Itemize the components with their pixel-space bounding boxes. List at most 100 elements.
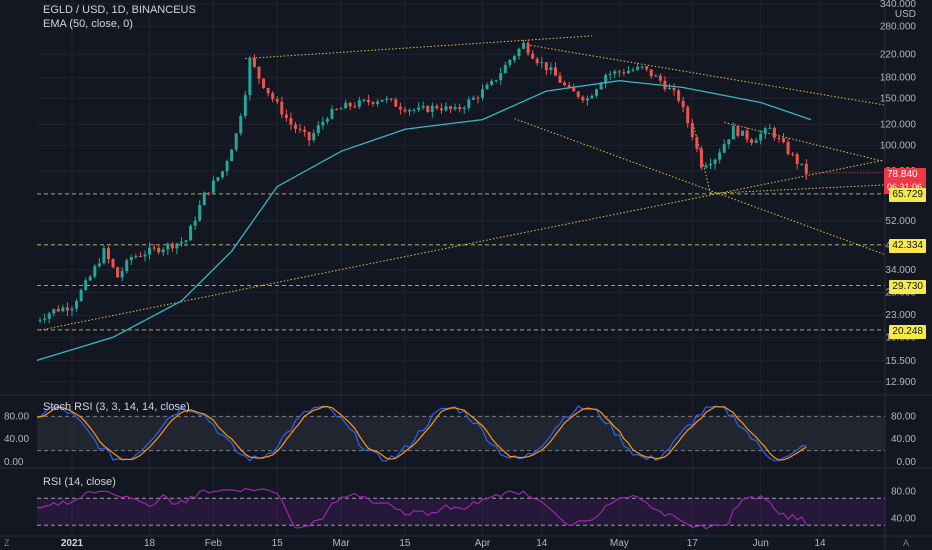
candle-body: [389, 98, 393, 100]
candle-body: [558, 75, 562, 83]
price-tick-label: 52.000: [885, 216, 916, 227]
candle-body: [512, 56, 516, 60]
stoch-band: [37, 416, 885, 451]
stoch-tick-label: 0.00: [897, 457, 917, 468]
rsi-legend[interactable]: RSI (14, close): [43, 476, 116, 488]
candle-body: [503, 64, 507, 74]
candle-body: [380, 99, 384, 102]
candle-body: [480, 89, 484, 98]
price-tick-label: 23.000: [885, 310, 916, 321]
time-tick-label: 14: [814, 538, 826, 549]
candle-body: [385, 98, 389, 100]
candle-body: [690, 123, 694, 138]
candle-body: [544, 62, 548, 71]
stoch-rsi-pane: [37, 405, 885, 462]
candle-body: [316, 125, 320, 134]
candle-body: [129, 257, 133, 261]
candle-body: [398, 106, 402, 110]
candle-body: [248, 57, 252, 96]
candle-body: [713, 159, 717, 164]
candle-body: [79, 289, 83, 301]
candle-body: [189, 225, 193, 241]
candle-body: [111, 259, 115, 268]
candle-body: [667, 88, 671, 90]
candle-body: [467, 99, 471, 108]
auto-scale-icon[interactable]: A: [903, 538, 910, 548]
candle-body: [344, 102, 348, 109]
candle-body: [453, 107, 457, 109]
candle-body: [740, 130, 744, 136]
candle-body: [522, 42, 526, 49]
stoch-rsi-legend[interactable]: Stoch RSI (3, 3, 14, 14, close): [43, 401, 190, 413]
candle-body: [677, 90, 681, 101]
candle-body: [617, 71, 621, 73]
candle-body: [581, 96, 585, 101]
candle-body: [116, 267, 120, 278]
candle-body: [120, 271, 124, 278]
candle-body: [563, 82, 567, 86]
candle-body: [357, 100, 361, 107]
candle-body: [170, 243, 174, 249]
candle-body: [791, 153, 795, 155]
candle-body: [490, 80, 494, 85]
candle-body: [225, 161, 229, 172]
candle-body: [70, 308, 74, 311]
candle-body: [362, 99, 366, 101]
candle-body: [271, 93, 275, 100]
candle-body: [595, 89, 599, 96]
candle-body: [531, 53, 535, 59]
price-tick-label: 12.900: [885, 377, 916, 388]
candle-body: [795, 154, 799, 165]
candle-body: [275, 99, 279, 102]
candle-body: [138, 256, 142, 258]
candle-body: [221, 171, 225, 178]
candle-body: [540, 62, 544, 64]
time-tick-label: 15: [399, 538, 411, 549]
current-price-value: 78.840: [887, 169, 918, 180]
candle-body: [494, 80, 498, 82]
candle-body: [134, 256, 138, 258]
candle-body: [736, 126, 740, 136]
trend-line: [710, 184, 884, 194]
time-tick-label: Mar: [332, 538, 350, 549]
candle-body: [161, 249, 165, 253]
candle-body: [576, 91, 580, 97]
candle-body: [681, 100, 685, 108]
candle-body: [763, 128, 767, 134]
candle-body: [649, 69, 653, 77]
candle-body: [709, 163, 713, 166]
candle-body: [65, 307, 69, 311]
candle-body: [239, 115, 243, 134]
candle-body: [403, 109, 407, 112]
symbol-title[interactable]: EGLD / USD, 1D, BINANCEUS: [43, 4, 196, 16]
ema-legend[interactable]: EMA (50, close, 0): [43, 18, 133, 30]
candle-body: [462, 107, 466, 110]
candle-body: [604, 75, 608, 84]
candle-body: [211, 180, 215, 193]
candle-body: [243, 95, 247, 116]
candle-body: [293, 124, 297, 129]
candle-body: [143, 254, 147, 257]
candle-body: [166, 243, 170, 250]
price-axis-currency: USD: [895, 9, 916, 20]
candle-body: [631, 69, 635, 71]
price-tick-label: 100.000: [880, 140, 917, 151]
trend-line: [724, 121, 884, 162]
candle-body: [772, 127, 776, 138]
candle-body: [517, 48, 521, 57]
candle-body: [750, 139, 754, 143]
candle-body: [786, 142, 790, 154]
level-tag-20: 20.248: [889, 325, 926, 339]
candle-body: [335, 109, 339, 111]
candle-body: [777, 137, 781, 139]
candle-body: [152, 247, 156, 249]
level-tag-29: 29.730: [889, 280, 926, 294]
candle-body: [198, 205, 202, 221]
timezone-icon[interactable]: Z: [4, 538, 10, 548]
candle-body: [376, 101, 380, 104]
candle-body: [61, 307, 65, 312]
candle-body: [321, 121, 325, 126]
candle-body: [106, 248, 110, 260]
candle-body: [590, 95, 594, 99]
